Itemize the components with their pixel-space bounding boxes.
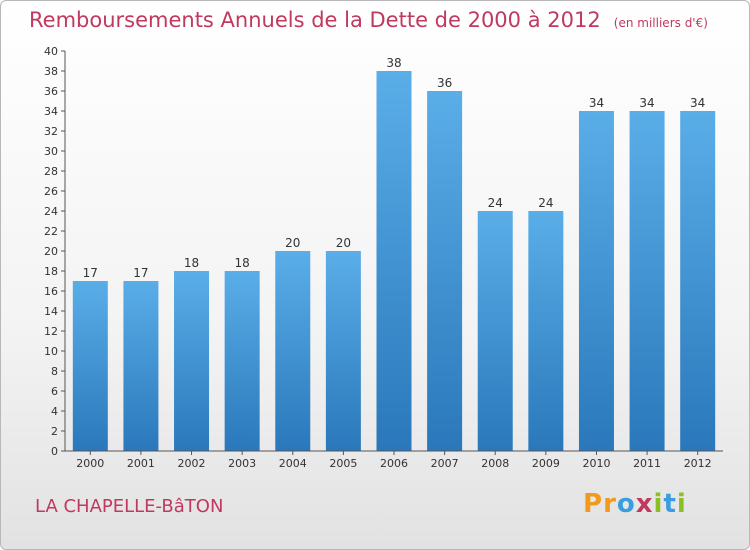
y-tick-label-38: 38 — [44, 65, 58, 78]
commune-name: LA CHAPELLE-BâTON — [35, 496, 224, 517]
proxiti-logo[interactable]: Proxiti — [583, 489, 687, 519]
bar-2004 — [275, 251, 311, 451]
data-label-2010: 34 — [589, 96, 604, 110]
y-tick-label-2: 2 — [51, 425, 58, 438]
y-tick-label-10: 10 — [44, 345, 58, 358]
bar-2005 — [325, 251, 361, 451]
y-tick-label-14: 14 — [44, 305, 58, 318]
y-tick-label-8: 8 — [51, 365, 58, 378]
y-tick-label-12: 12 — [44, 325, 58, 338]
data-label-2008: 24 — [488, 196, 503, 210]
x-tick-label-2009: 2009 — [532, 457, 560, 470]
y-tick-label-0: 0 — [51, 445, 58, 458]
x-tick-label-2003: 2003 — [228, 457, 256, 470]
bar-2012 — [680, 111, 716, 451]
bar-2008 — [477, 211, 513, 451]
data-label-2000: 17 — [83, 266, 98, 280]
y-tick-label-28: 28 — [44, 165, 58, 178]
bar-2002 — [174, 271, 210, 451]
bar-2010 — [578, 111, 614, 451]
bar-2011 — [629, 111, 665, 451]
bar-2007 — [427, 91, 463, 451]
y-tick-label-4: 4 — [51, 405, 58, 418]
y-tick-label-20: 20 — [44, 245, 58, 258]
y-tick-label-16: 16 — [44, 285, 58, 298]
x-tick-label-2010: 2010 — [582, 457, 610, 470]
bar-2003 — [224, 271, 260, 451]
x-tick-label-2008: 2008 — [481, 457, 509, 470]
y-tick-label-36: 36 — [44, 85, 58, 98]
y-tick-label-34: 34 — [44, 105, 58, 118]
x-tick-label-2002: 2002 — [178, 457, 206, 470]
y-tick-label-32: 32 — [44, 125, 58, 138]
chart-title: Remboursements Annuels de la Dette de 20… — [29, 8, 601, 32]
data-label-2004: 20 — [285, 236, 300, 250]
data-label-2012: 34 — [690, 96, 705, 110]
x-tick-label-2005: 2005 — [329, 457, 357, 470]
bar-2006 — [376, 71, 412, 451]
y-tick-label-6: 6 — [51, 385, 58, 398]
x-tick-label-2012: 2012 — [684, 457, 712, 470]
y-tick-label-18: 18 — [44, 265, 58, 278]
y-tick-label-26: 26 — [44, 185, 58, 198]
bar-2001 — [123, 281, 159, 451]
data-label-2006: 38 — [386, 56, 401, 70]
chart-title-block: Remboursements Annuels de la Dette de 20… — [29, 8, 708, 32]
data-label-2002: 18 — [184, 256, 199, 270]
data-label-2009: 24 — [538, 196, 553, 210]
x-tick-label-2007: 2007 — [431, 457, 459, 470]
data-label-2005: 20 — [336, 236, 351, 250]
data-label-2007: 36 — [437, 76, 452, 90]
bar-2000 — [72, 281, 108, 451]
chart-subtitle: (en milliers d'€) — [613, 16, 708, 30]
data-label-2003: 18 — [235, 256, 250, 270]
x-tick-label-2000: 2000 — [76, 457, 104, 470]
bar-2009 — [528, 211, 564, 451]
x-tick-label-2011: 2011 — [633, 457, 661, 470]
x-tick-label-2001: 2001 — [127, 457, 155, 470]
x-tick-label-2004: 2004 — [279, 457, 307, 470]
y-tick-label-22: 22 — [44, 225, 58, 238]
x-tick-label-2006: 2006 — [380, 457, 408, 470]
y-tick-label-24: 24 — [44, 205, 58, 218]
data-label-2011: 34 — [639, 96, 654, 110]
y-tick-label-40: 40 — [44, 45, 58, 58]
y-tick-label-30: 30 — [44, 145, 58, 158]
data-label-2001: 17 — [133, 266, 148, 280]
